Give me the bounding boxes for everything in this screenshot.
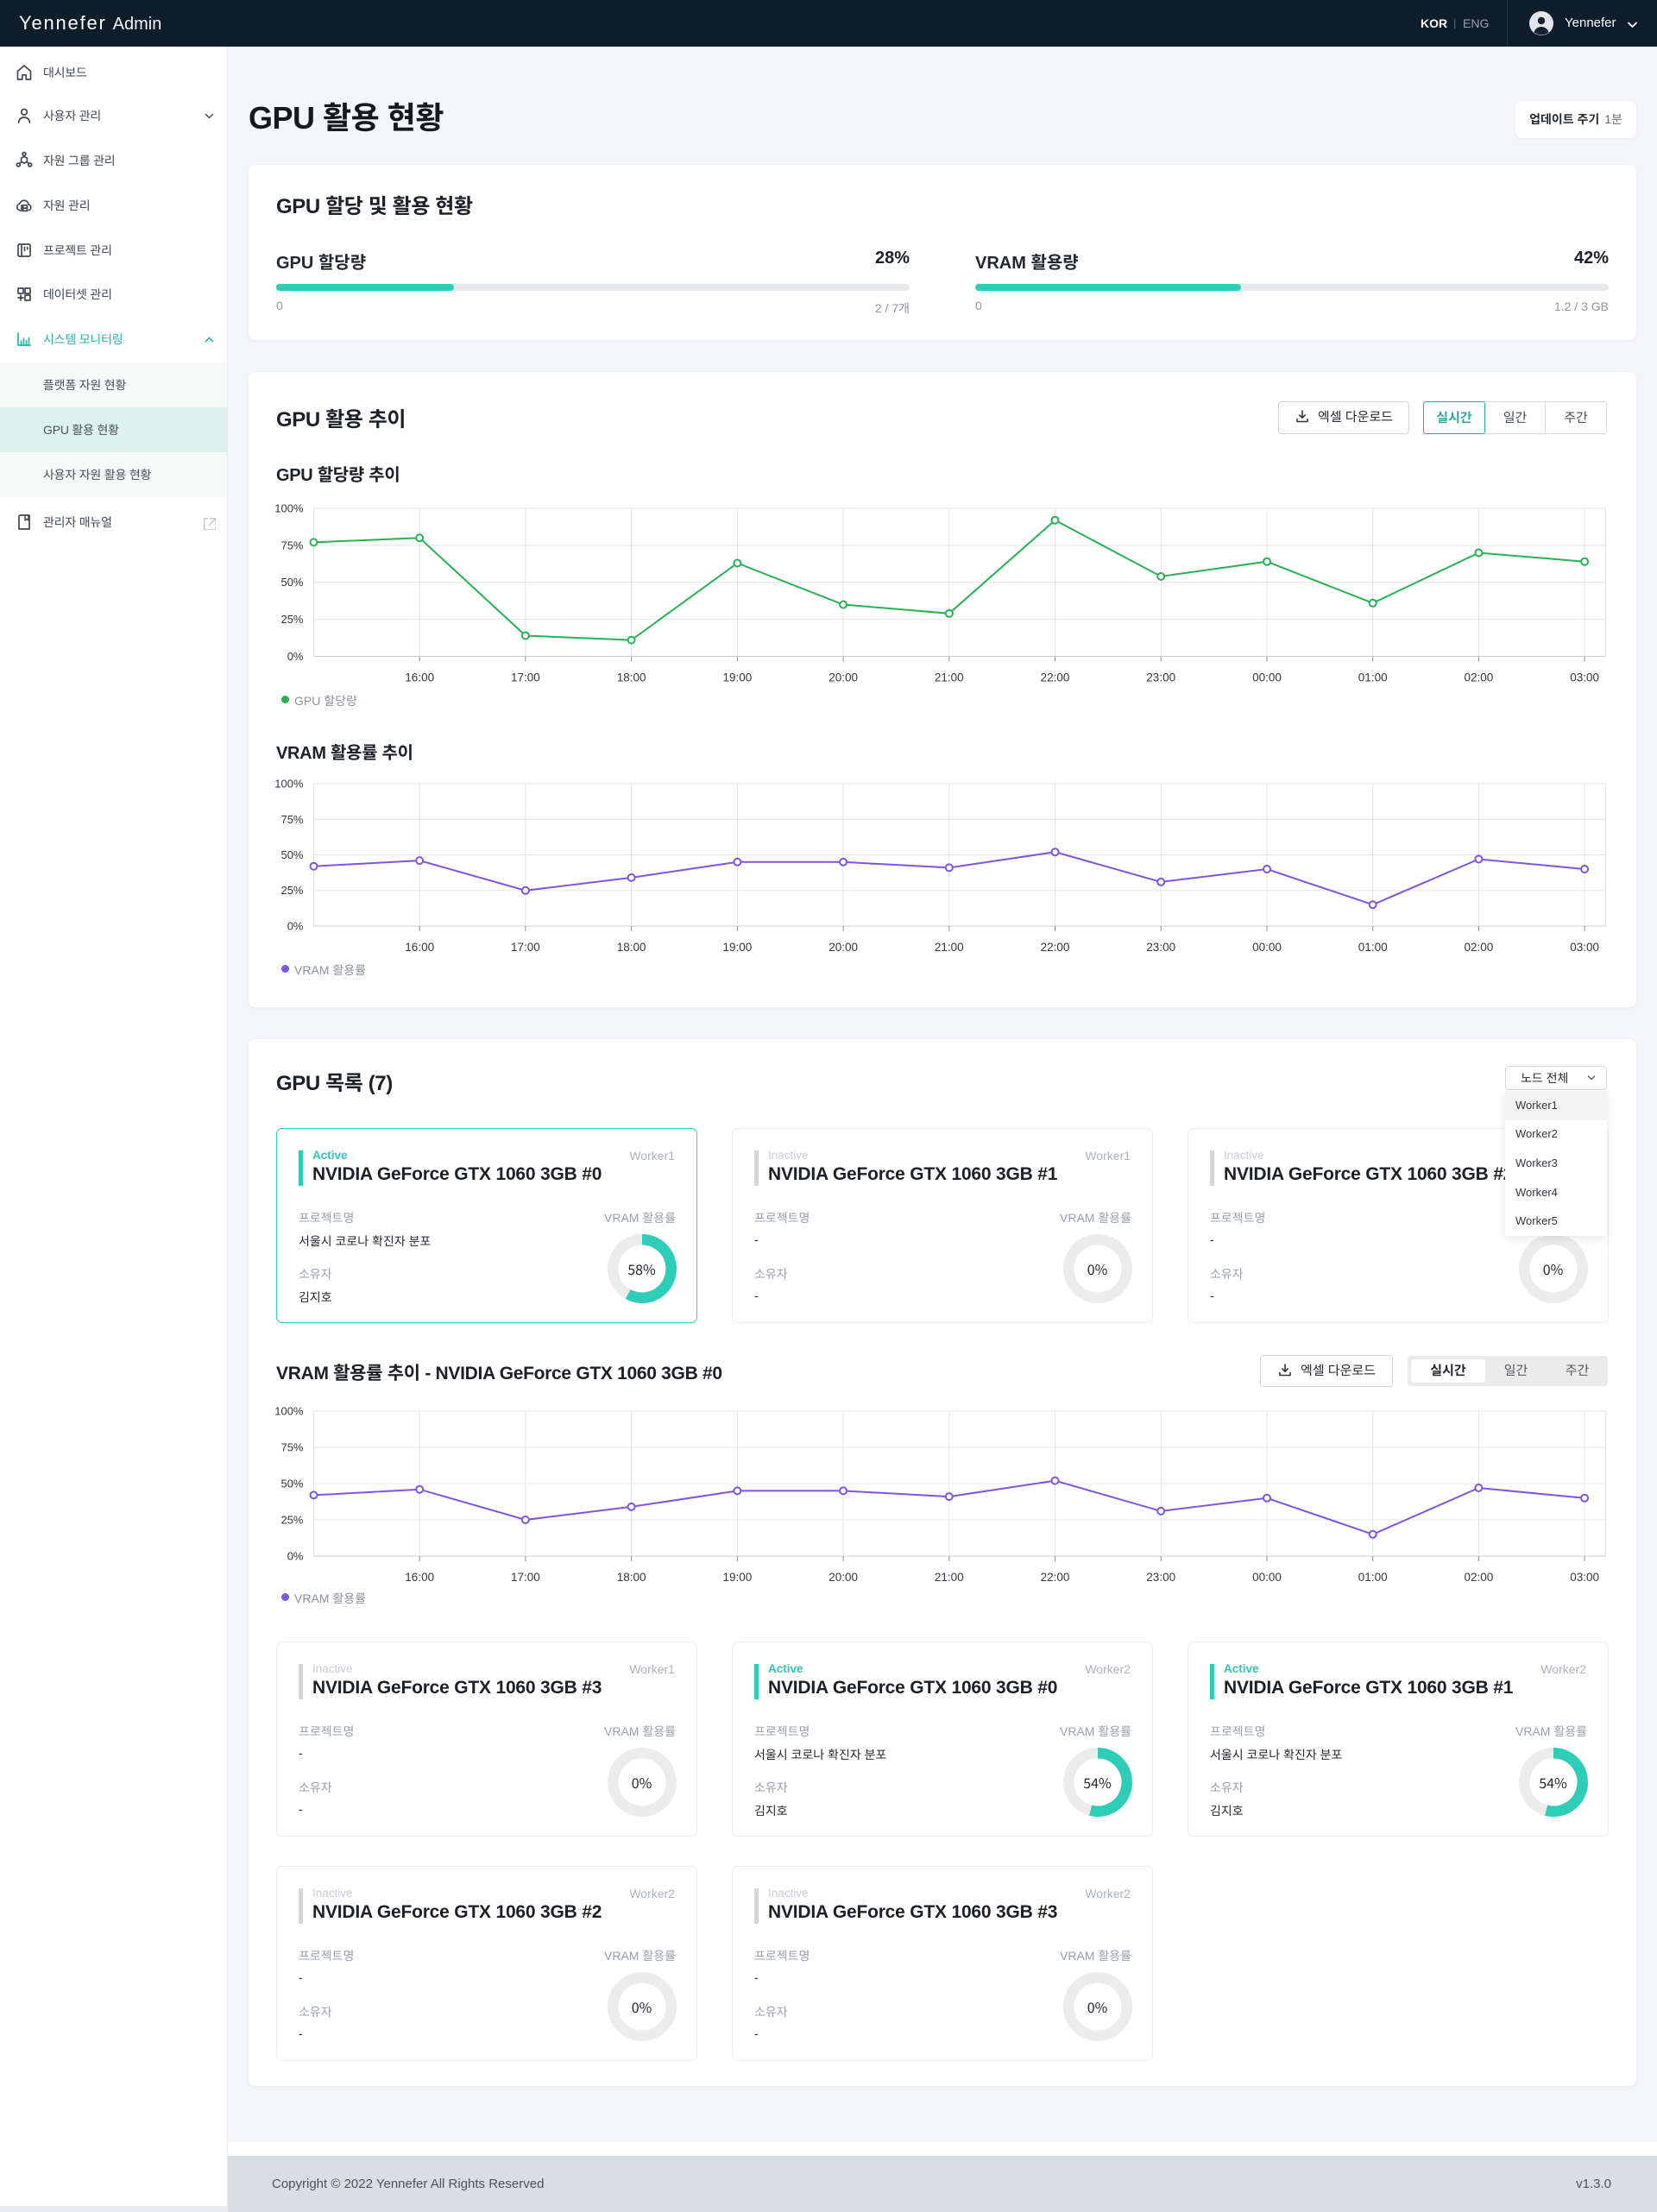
svg-text:22:00: 22:00 [1041,1571,1070,1584]
svg-text:18:00: 18:00 [617,1571,646,1584]
svg-text:0%: 0% [287,920,304,933]
svg-text:75%: 75% [280,813,303,826]
svg-text:22:00: 22:00 [1041,941,1070,954]
svg-text:00:00: 00:00 [1252,1571,1282,1584]
svg-text:22:00: 22:00 [1041,671,1070,684]
svg-text:03:00: 03:00 [1570,941,1599,954]
svg-text:0%: 0% [287,1550,304,1563]
svg-text:00:00: 00:00 [1252,671,1282,684]
svg-text:19:00: 19:00 [723,671,753,684]
svg-text:50%: 50% [280,1478,303,1490]
svg-text:20:00: 20:00 [828,671,858,684]
svg-text:03:00: 03:00 [1570,671,1599,684]
svg-text:23:00: 23:00 [1146,1571,1175,1584]
svg-text:21:00: 21:00 [935,671,964,684]
svg-text:20:00: 20:00 [828,941,858,954]
svg-text:50%: 50% [280,848,303,861]
svg-text:50%: 50% [280,576,303,589]
svg-text:25%: 25% [280,1514,303,1527]
svg-text:02:00: 02:00 [1465,1571,1494,1584]
svg-text:75%: 75% [280,1441,303,1454]
svg-text:01:00: 01:00 [1358,671,1388,684]
svg-text:16:00: 16:00 [405,1571,434,1584]
svg-text:00:00: 00:00 [1252,941,1282,954]
svg-text:0%: 0% [287,650,304,663]
svg-text:17:00: 17:00 [511,1571,540,1584]
svg-text:21:00: 21:00 [935,1571,964,1584]
svg-text:19:00: 19:00 [723,941,753,954]
svg-text:02:00: 02:00 [1465,671,1494,684]
svg-text:19:00: 19:00 [723,1571,753,1584]
svg-text:17:00: 17:00 [511,941,540,954]
svg-text:75%: 75% [280,539,303,551]
svg-text:02:00: 02:00 [1465,941,1494,954]
svg-text:01:00: 01:00 [1358,1571,1388,1584]
svg-text:18:00: 18:00 [617,671,646,684]
svg-text:03:00: 03:00 [1570,1571,1599,1584]
svg-text:01:00: 01:00 [1358,941,1388,954]
svg-text:16:00: 16:00 [405,941,434,954]
svg-text:100%: 100% [274,502,304,515]
svg-text:100%: 100% [274,778,304,791]
svg-text:16:00: 16:00 [405,671,434,684]
svg-text:23:00: 23:00 [1146,941,1175,954]
svg-text:18:00: 18:00 [617,941,646,954]
svg-text:25%: 25% [280,884,303,897]
svg-text:23:00: 23:00 [1146,671,1175,684]
svg-text:25%: 25% [280,613,303,626]
svg-text:17:00: 17:00 [511,671,540,684]
svg-text:20:00: 20:00 [828,1571,858,1584]
svg-text:100%: 100% [274,1405,304,1418]
svg-text:21:00: 21:00 [935,941,964,954]
